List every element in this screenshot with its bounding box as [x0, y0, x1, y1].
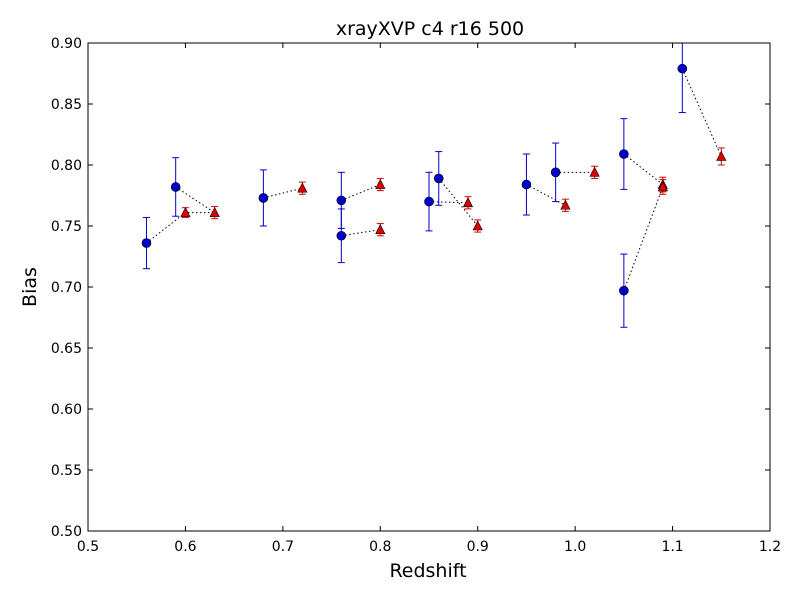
data-point-circle: [521, 179, 532, 190]
x-tick-label: 0.8: [369, 539, 391, 555]
y-tick-label: 0.75: [51, 219, 82, 235]
connector-line: [341, 184, 381, 201]
data-point-circle: [336, 195, 347, 206]
y-tick-label: 0.90: [51, 36, 82, 52]
data-point-circle: [677, 63, 688, 74]
data-point-circle: [550, 167, 561, 178]
data-point-triangle: [462, 197, 474, 208]
connector-line: [428, 201, 468, 204]
connector-line: [341, 229, 381, 237]
x-tick-label: 0.7: [272, 539, 294, 555]
y-tick-label: 0.50: [51, 524, 82, 540]
connector-line: [526, 184, 566, 206]
y-tick-label: 0.65: [51, 341, 82, 357]
data-point-triangle: [209, 206, 220, 217]
data-point-circle: [619, 285, 629, 296]
data-point-circle: [619, 149, 629, 159]
y-tick-label: 0.85: [51, 97, 82, 113]
y-tick-label: 0.70: [51, 280, 82, 296]
y-tick-label: 0.80: [51, 158, 82, 174]
x-tick-label: 1.2: [759, 539, 781, 555]
data-point-triangle: [589, 166, 600, 177]
y-tick-label: 0.60: [51, 402, 82, 418]
data-point-triangle: [716, 150, 727, 161]
chart-title: xrayXVP c4 r16 500: [336, 18, 524, 40]
data-point-circle: [170, 182, 181, 192]
y-tick-label: 0.55: [51, 463, 82, 479]
data-point-triangle: [180, 206, 191, 217]
data-point-circle: [424, 196, 434, 207]
y-axis: 0.50 0.55 0.60 0.65 0.70 0.75 0.80 0.85 0.90: [51, 36, 770, 540]
x-axis: 0.5 0.6 0.7 0.8 0.9 1.0 1.1 1.2: [77, 43, 781, 555]
data-point-triangle: [472, 220, 483, 231]
connector-line: [146, 212, 215, 244]
x-tick-label: 0.5: [77, 539, 99, 555]
data-point-circle: [141, 238, 152, 248]
data-point-triangle: [375, 224, 386, 234]
y-axis-label: Bias: [19, 267, 41, 307]
connector-line: [623, 153, 664, 185]
data-point-circle: [258, 193, 269, 203]
data-point-circle: [433, 173, 444, 184]
x-tick-label: 1.1: [661, 539, 683, 555]
plot-frame: [87, 42, 771, 532]
x-tick-label: 0.6: [174, 539, 196, 555]
x-axis-label: Redshift: [389, 560, 466, 582]
data-point-triangle: [657, 181, 668, 192]
data-point-triangle: [560, 199, 571, 210]
connector-line: [623, 186, 664, 291]
data-point-triangle: [375, 178, 386, 189]
data-point-circle: [336, 230, 347, 241]
plot-area: [141, 43, 727, 328]
x-tick-label: 0.9: [467, 539, 489, 555]
data-point-triangle: [297, 182, 308, 193]
connector-line: [175, 186, 215, 213]
connector-line: [681, 68, 722, 157]
x-tick-label: 1.0: [564, 539, 586, 555]
connector-line: [263, 187, 303, 199]
